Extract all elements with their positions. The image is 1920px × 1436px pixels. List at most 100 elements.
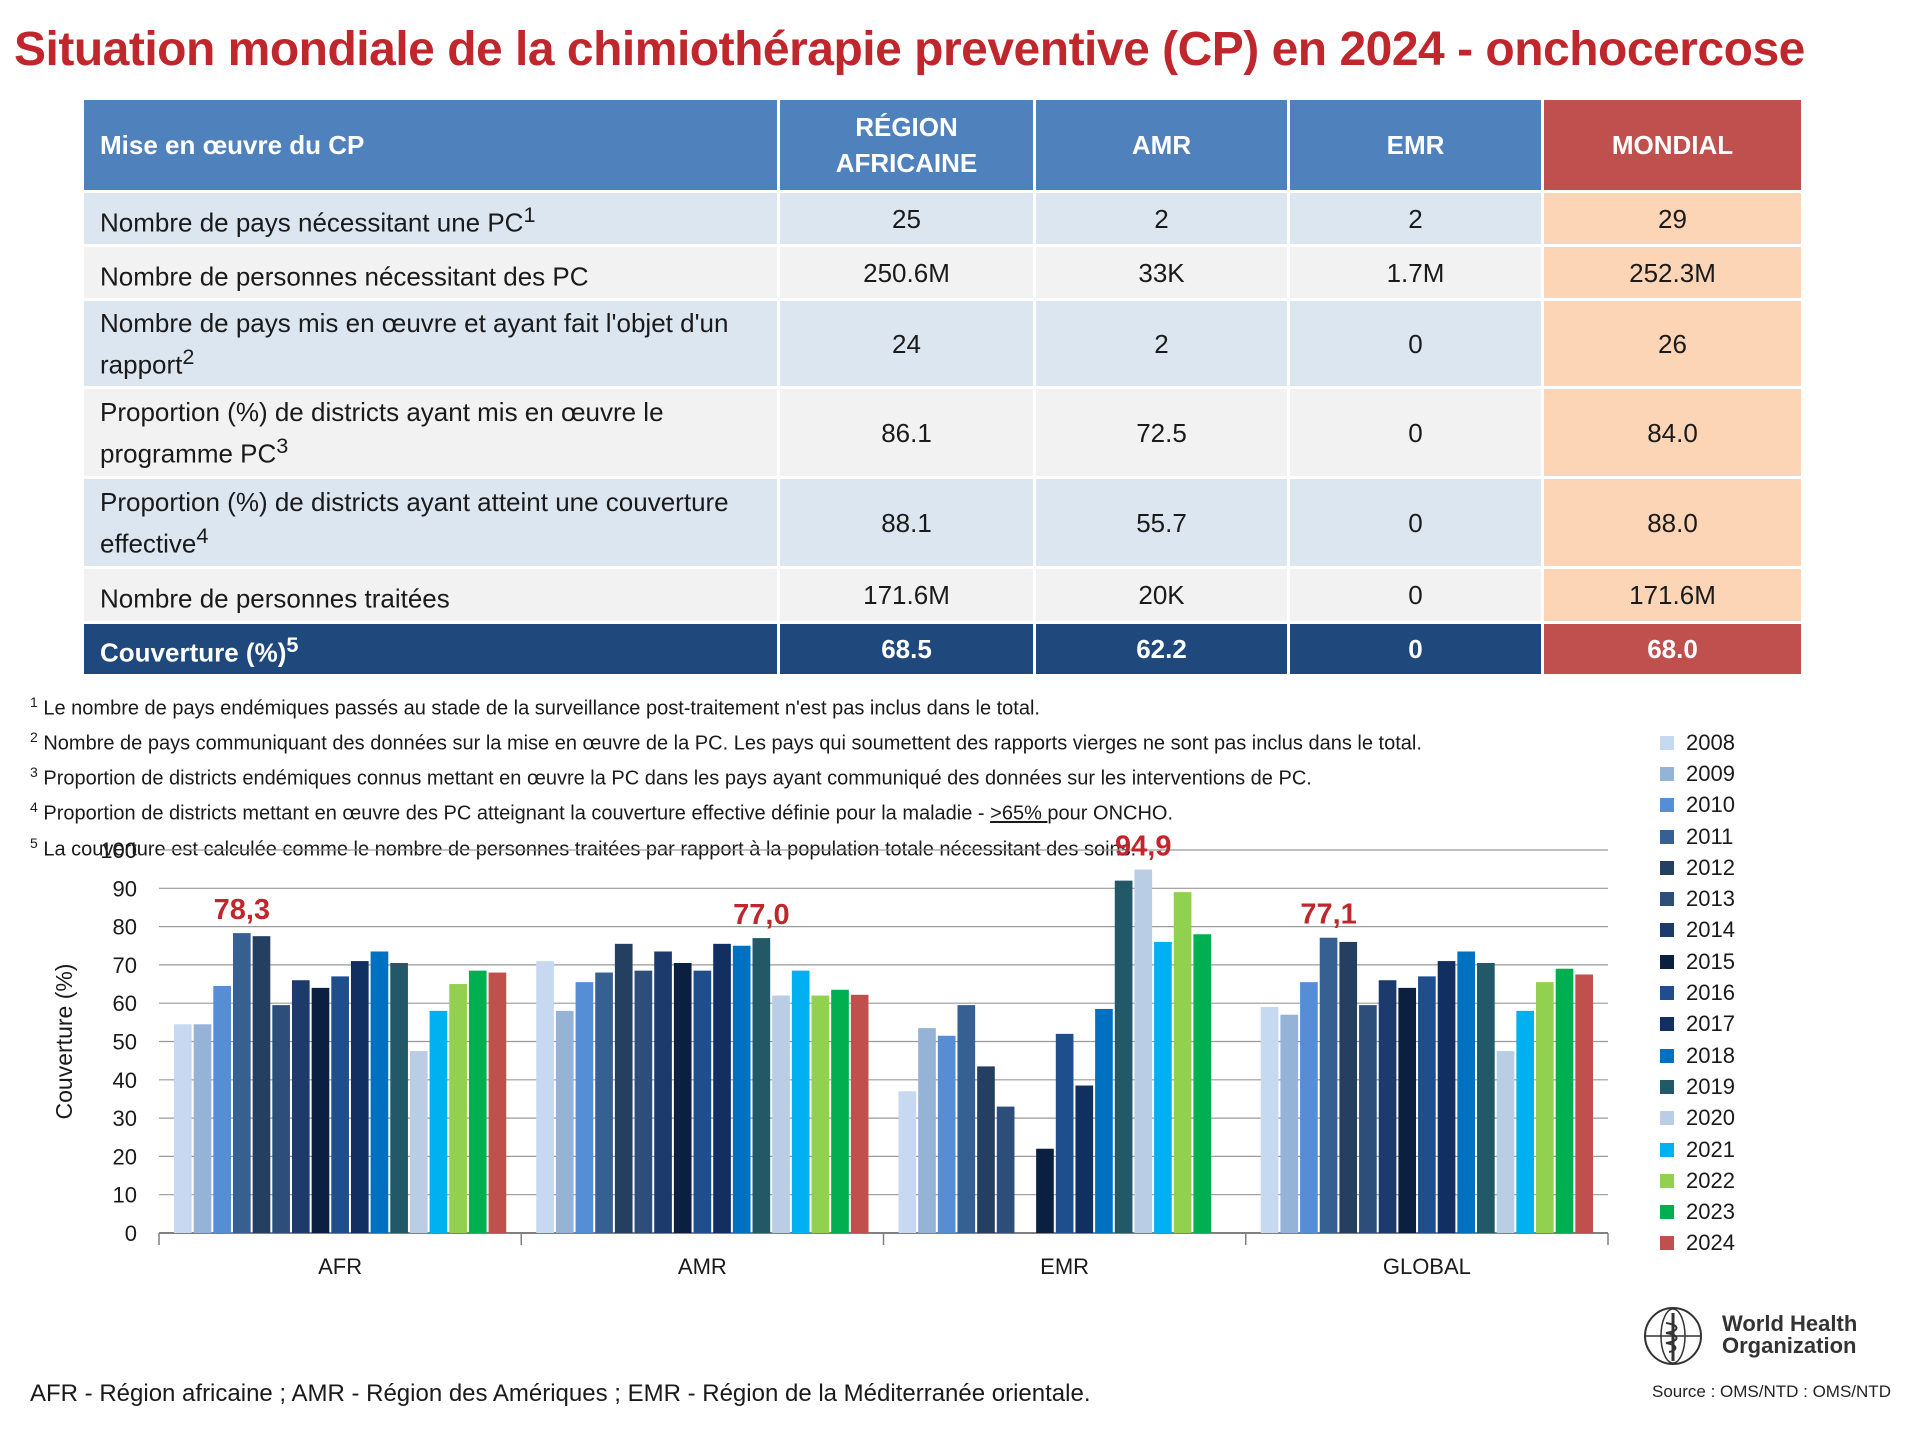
bar-amr-2023: [831, 989, 849, 1233]
bar-global-2014: [1378, 980, 1397, 1233]
legend-item-2022: 2022: [1660, 1165, 1735, 1196]
header-global: MONDIAL: [1541, 97, 1804, 193]
cell-emr: 0: [1287, 566, 1544, 624]
bar-emr-2010: [937, 1035, 956, 1233]
legend-swatch: [1660, 1236, 1674, 1251]
bar-afr-2018: [370, 951, 389, 1233]
legend-label: 2022: [1686, 1167, 1735, 1193]
bar-global-2009: [1280, 1014, 1299, 1233]
bar-amr-2019: [752, 938, 771, 1233]
legend-item-2017: 2017: [1660, 1009, 1735, 1040]
footnote-4: 4 Proportion de districts mettant en œuv…: [30, 799, 1174, 826]
bar-emr-2020: [1134, 869, 1153, 1233]
legend-swatch: [1660, 829, 1674, 844]
row-label: Nombre de pays nécessitant une PC1: [81, 190, 780, 247]
bar-amr-2020: [772, 995, 790, 1233]
y-tick-label: 90: [113, 876, 137, 901]
bar-afr-2023: [468, 970, 487, 1233]
bar-global-2022: [1536, 982, 1554, 1233]
legend-item-2011: 2011: [1660, 821, 1735, 852]
cell-afr: 24: [777, 298, 1036, 389]
legend-swatch: [1660, 798, 1674, 813]
who-logo-text: World Health Organization: [1722, 1311, 1858, 1358]
row-label: Proportion (%) de districts ayant mis en…: [81, 386, 780, 479]
peak-data-label: 77,0: [733, 899, 789, 931]
bar-emr-2018: [1095, 1008, 1113, 1233]
legend-label: 2011: [1686, 823, 1734, 849]
cell-afr: 250.6M: [777, 244, 1036, 301]
bar-global-2020: [1496, 1051, 1515, 1233]
row-label: Nombre de pays mis en œuvre et ayant fai…: [81, 298, 780, 389]
y-tick-label: 70: [113, 953, 137, 978]
bar-afr-2012: [252, 936, 271, 1233]
legend-label: 2008: [1686, 729, 1735, 755]
summary-table: Mise en œuvre du CP RÉGION AFRICAINE AMR…: [81, 97, 1804, 677]
legend-swatch: [1660, 892, 1674, 907]
cell-amr: 20K: [1033, 566, 1290, 624]
legend-label: 2023: [1686, 1199, 1735, 1225]
bar-amr-2021: [791, 970, 810, 1233]
x-tick-label: EMR: [1040, 1254, 1089, 1279]
header-afr: RÉGION AFRICAINE: [777, 97, 1036, 193]
total-emr: 0: [1287, 621, 1544, 677]
bar-amr-2015: [673, 962, 692, 1233]
bar-amr-2009: [555, 1010, 574, 1233]
bar-global-2018: [1457, 951, 1476, 1233]
legend-label: 2016: [1686, 980, 1735, 1006]
cell-amr: 72.5: [1033, 386, 1290, 479]
legend-label: 2012: [1686, 854, 1735, 880]
legend-swatch: [1660, 766, 1674, 781]
bar-global-2008: [1260, 1007, 1279, 1233]
table-row: Proportion (%) de districts ayant mis en…: [81, 386, 1804, 479]
bar-global-2021: [1516, 1010, 1535, 1233]
legend-item-2009: 2009: [1660, 758, 1735, 789]
bar-emr-2015: [1036, 1148, 1054, 1233]
legend-item-2010: 2010: [1660, 790, 1735, 821]
table-total-row: Couverture (%)5 68.5 62.2 0 68.0: [81, 621, 1804, 677]
legend-label: 2021: [1686, 1136, 1735, 1162]
legend-label: 2020: [1686, 1105, 1735, 1131]
legend-item-2023: 2023: [1660, 1196, 1735, 1227]
table-row: Nombre de pays mis en œuvre et ayant fai…: [81, 298, 1804, 389]
bar-amr-2008: [536, 961, 554, 1233]
bar-afr-2016: [331, 976, 349, 1233]
legend-label: 2013: [1686, 886, 1735, 912]
legend-label: 2014: [1686, 917, 1735, 943]
total-amr: 62.2: [1033, 621, 1290, 677]
source-text: Source : OMS/NTD : OMS/NTD: [1652, 1382, 1891, 1401]
legend-swatch: [1660, 1205, 1674, 1220]
legend-swatch: [1660, 1048, 1674, 1063]
bar-emr-2011: [957, 1005, 976, 1233]
who-emblem-icon: [1644, 1307, 1702, 1365]
bar-amr-2017: [713, 943, 731, 1233]
bar-global-2023: [1555, 968, 1574, 1233]
bar-emr-2008: [898, 1091, 917, 1233]
y-tick-label: 80: [113, 915, 137, 940]
bar-emr-2012: [977, 1066, 995, 1233]
bar-afr-2008: [174, 1024, 192, 1233]
bar-emr-2009: [918, 1028, 936, 1233]
legend-item-2019: 2019: [1660, 1071, 1735, 1102]
bar-afr-2010: [213, 985, 231, 1233]
bar-amr-2016: [693, 970, 712, 1233]
legend-swatch: [1660, 1079, 1674, 1094]
bar-afr-2009: [193, 1024, 212, 1233]
cell-global: 88.0: [1541, 476, 1804, 569]
legend-label: 2017: [1686, 1011, 1735, 1037]
cell-global: 171.6M: [1541, 566, 1804, 624]
bar-amr-2012: [614, 943, 633, 1233]
x-tick-label: GLOBAL: [1383, 1254, 1471, 1279]
table-row: Nombre de pays nécessitant une PC1 25 2 …: [81, 190, 1804, 247]
total-afr: 68.5: [777, 621, 1036, 677]
legend-swatch: [1660, 954, 1674, 969]
x-tick-label: AMR: [678, 1254, 727, 1279]
legend-label: 2015: [1686, 948, 1735, 974]
cell-emr: 0: [1287, 298, 1544, 389]
bar-emr-2021: [1154, 941, 1172, 1233]
legend-item-2020: 2020: [1660, 1103, 1735, 1134]
peak-data-label: 78,3: [214, 894, 270, 926]
bar-global-2019: [1477, 962, 1495, 1233]
legend-label: 2024: [1686, 1230, 1735, 1256]
bar-emr-2017: [1075, 1085, 1094, 1233]
